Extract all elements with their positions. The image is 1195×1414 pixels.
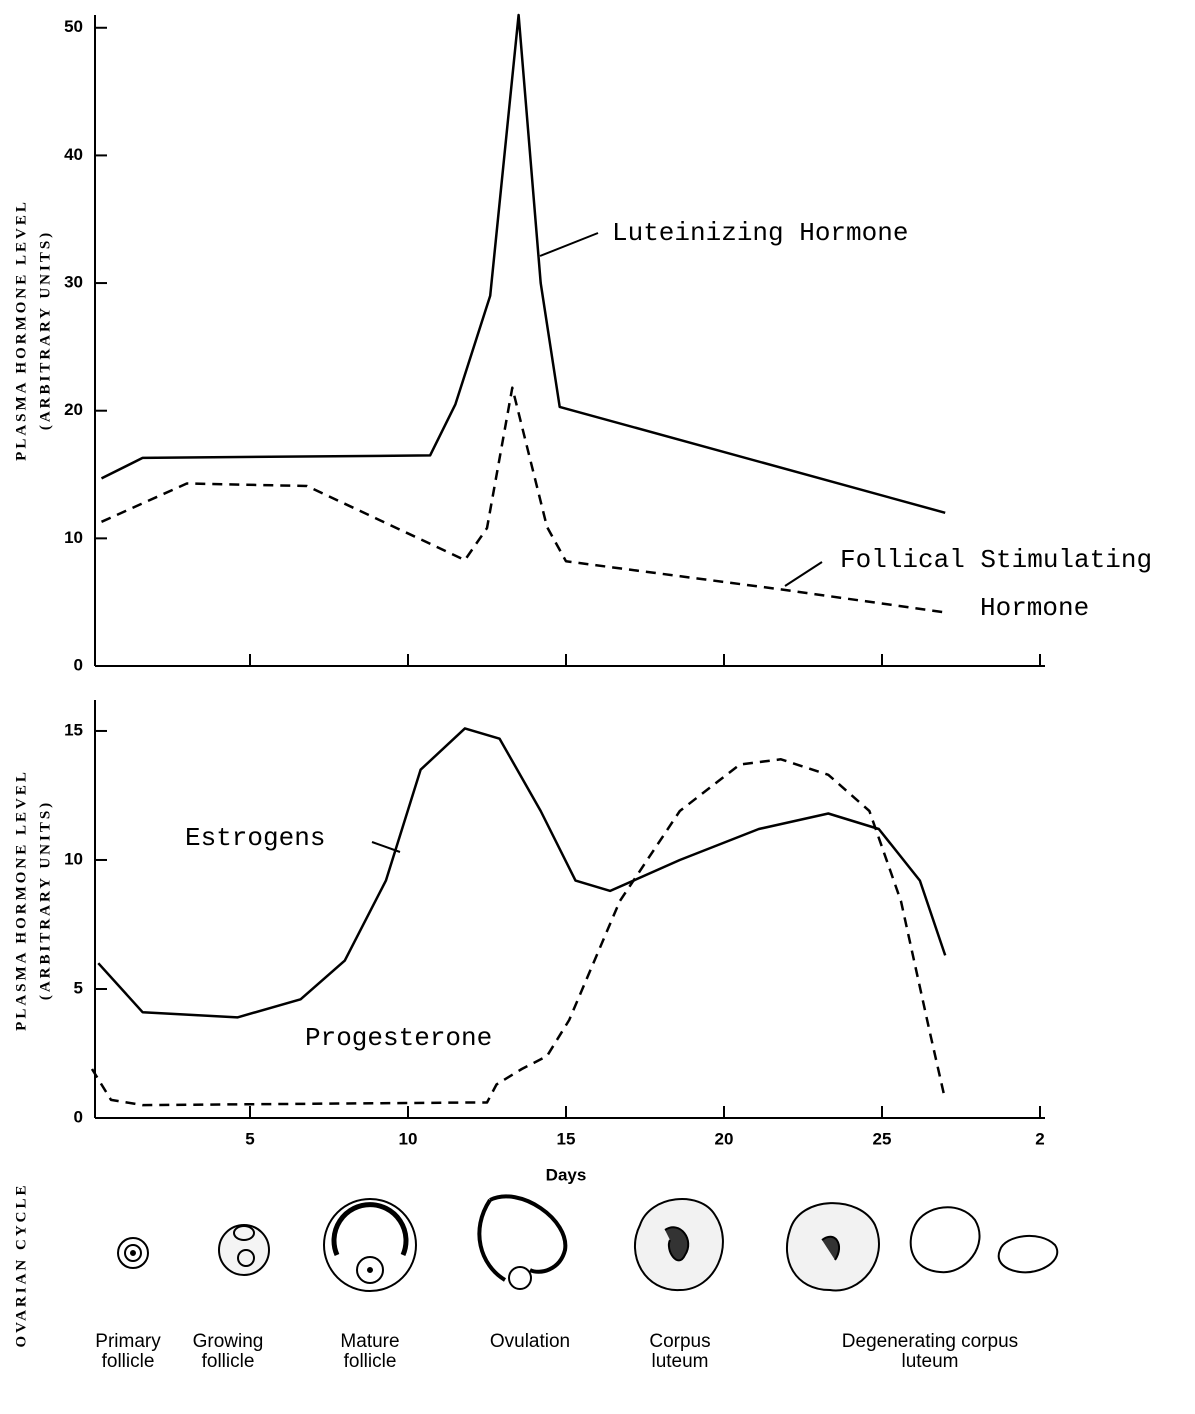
series-annotation: Estrogens (185, 823, 325, 853)
y-tick-label: 0 (74, 1107, 83, 1126)
series-annotation: Luteinizing Hormone (612, 218, 908, 248)
x-tick-label: 20 (715, 1129, 734, 1148)
y-tick-label: 10 (64, 528, 83, 547)
ovarian-title: OVARIAN CYCLE (13, 1183, 29, 1348)
y-axis-label: (ARBITRARY UNITS) (37, 800, 53, 1000)
x-tick-label: 10 (399, 1129, 418, 1148)
stage-box: Ovulation (470, 1332, 590, 1382)
y-axis-label: PLASMA HORMONE LEVEL (13, 769, 29, 1031)
y-tick-label: 5 (74, 978, 83, 997)
y-tick-label: 20 (64, 400, 83, 419)
y-tick-label: 50 (64, 17, 83, 36)
stage-label: Growing follicle (173, 1332, 283, 1372)
annotation-box: Follical Stimulating Hormone (840, 536, 1190, 636)
stage-label: Mature follicle (320, 1332, 420, 1372)
y-axis-label: PLASMA HORMONE LEVEL (13, 199, 29, 461)
y-tick-label: 15 (64, 720, 83, 739)
stage-label: Primary follicle (83, 1332, 173, 1372)
figure: Follical Stimulating Hormone OVARIAN CYC… (0, 0, 1195, 1409)
annotation-leaders (372, 233, 822, 852)
stage-box: Corpus luteum (630, 1332, 730, 1382)
y-axis-label: (ARBITRARY UNITS) (37, 230, 53, 430)
ovarian-icons (118, 1196, 1057, 1291)
series-line (102, 388, 946, 613)
x-tick-label: 2 (1035, 1129, 1044, 1148)
stage-label: Ovulation (470, 1332, 590, 1352)
y-tick-label: 0 (74, 655, 83, 674)
series-line (92, 759, 945, 1105)
y-tick-label: 30 (64, 273, 83, 292)
series-annotation: Follical Stimulating Hormone (840, 536, 1180, 632)
stage-label: Degenerating corpus luteum (815, 1332, 1045, 1372)
x-tick-label: 15 (557, 1129, 576, 1148)
y-tick-label: 40 (64, 145, 83, 164)
leader-line (540, 233, 598, 256)
y-tick-label: 10 (64, 849, 83, 868)
x-tick-label: 5 (245, 1129, 254, 1148)
x-tick-label: 25 (873, 1129, 892, 1148)
stage-label: Corpus luteum (630, 1332, 730, 1372)
x-axis-label: Days (546, 1165, 587, 1184)
leader-line (785, 562, 822, 586)
stage-box: Primary follicle (83, 1332, 173, 1382)
stage-box: Growing follicle (173, 1332, 283, 1382)
stage-box: Mature follicle (320, 1332, 420, 1382)
series-annotation: Progesterone (305, 1023, 492, 1053)
series-line (102, 15, 946, 513)
stage-box: Degenerating corpus luteum (815, 1332, 1045, 1382)
chart: 0 5 10 15 5 10 15 20 25 2 Days PLASMA HORMONE LEVEL… (13, 700, 1045, 1184)
